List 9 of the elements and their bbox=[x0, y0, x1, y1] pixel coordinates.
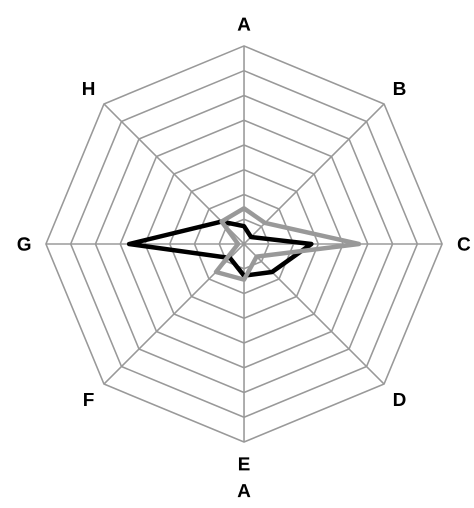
spoke-label: B bbox=[394, 82, 406, 96]
spoke-label: A bbox=[238, 18, 250, 31]
spoke-label: E bbox=[238, 457, 250, 470]
text: A bbox=[238, 484, 250, 498]
spoke-label: D bbox=[394, 392, 406, 406]
spoke-label: H bbox=[82, 82, 94, 96]
spoke-label: F bbox=[84, 392, 94, 406]
spoke-label: G bbox=[18, 237, 30, 251]
spoke-label: C bbox=[458, 237, 470, 251]
